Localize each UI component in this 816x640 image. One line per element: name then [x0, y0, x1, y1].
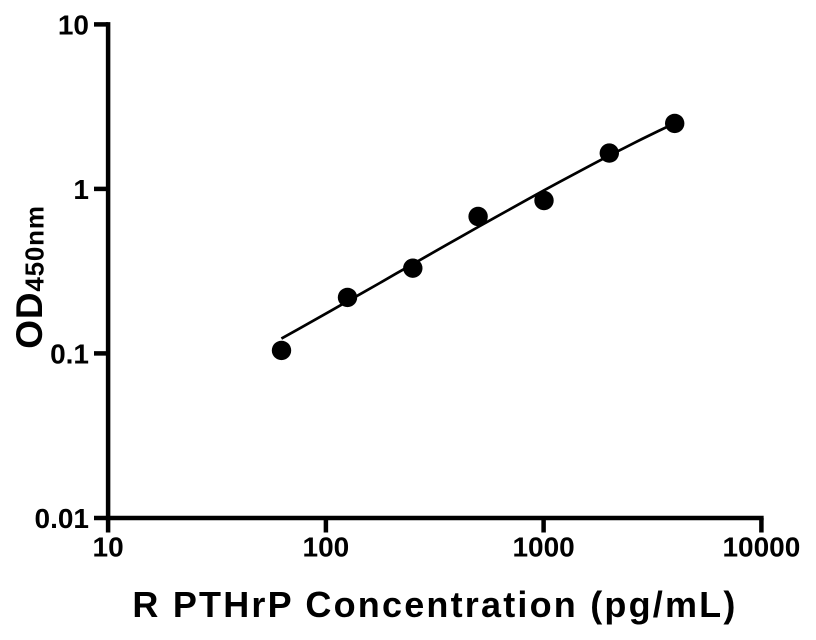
- svg-text:10: 10: [58, 10, 89, 41]
- svg-text:1: 1: [73, 174, 89, 205]
- svg-text:1000: 1000: [512, 532, 574, 563]
- svg-text:100: 100: [303, 532, 350, 563]
- svg-text:R PTHrP Concentration (pg/mL): R PTHrP Concentration (pg/mL): [132, 584, 737, 625]
- svg-text:OD450nm: OD450nm: [9, 205, 50, 349]
- svg-text:0.1: 0.1: [50, 338, 89, 369]
- svg-text:10000: 10000: [722, 532, 800, 563]
- svg-text:10: 10: [93, 532, 124, 563]
- svg-text:0.01: 0.01: [35, 503, 90, 534]
